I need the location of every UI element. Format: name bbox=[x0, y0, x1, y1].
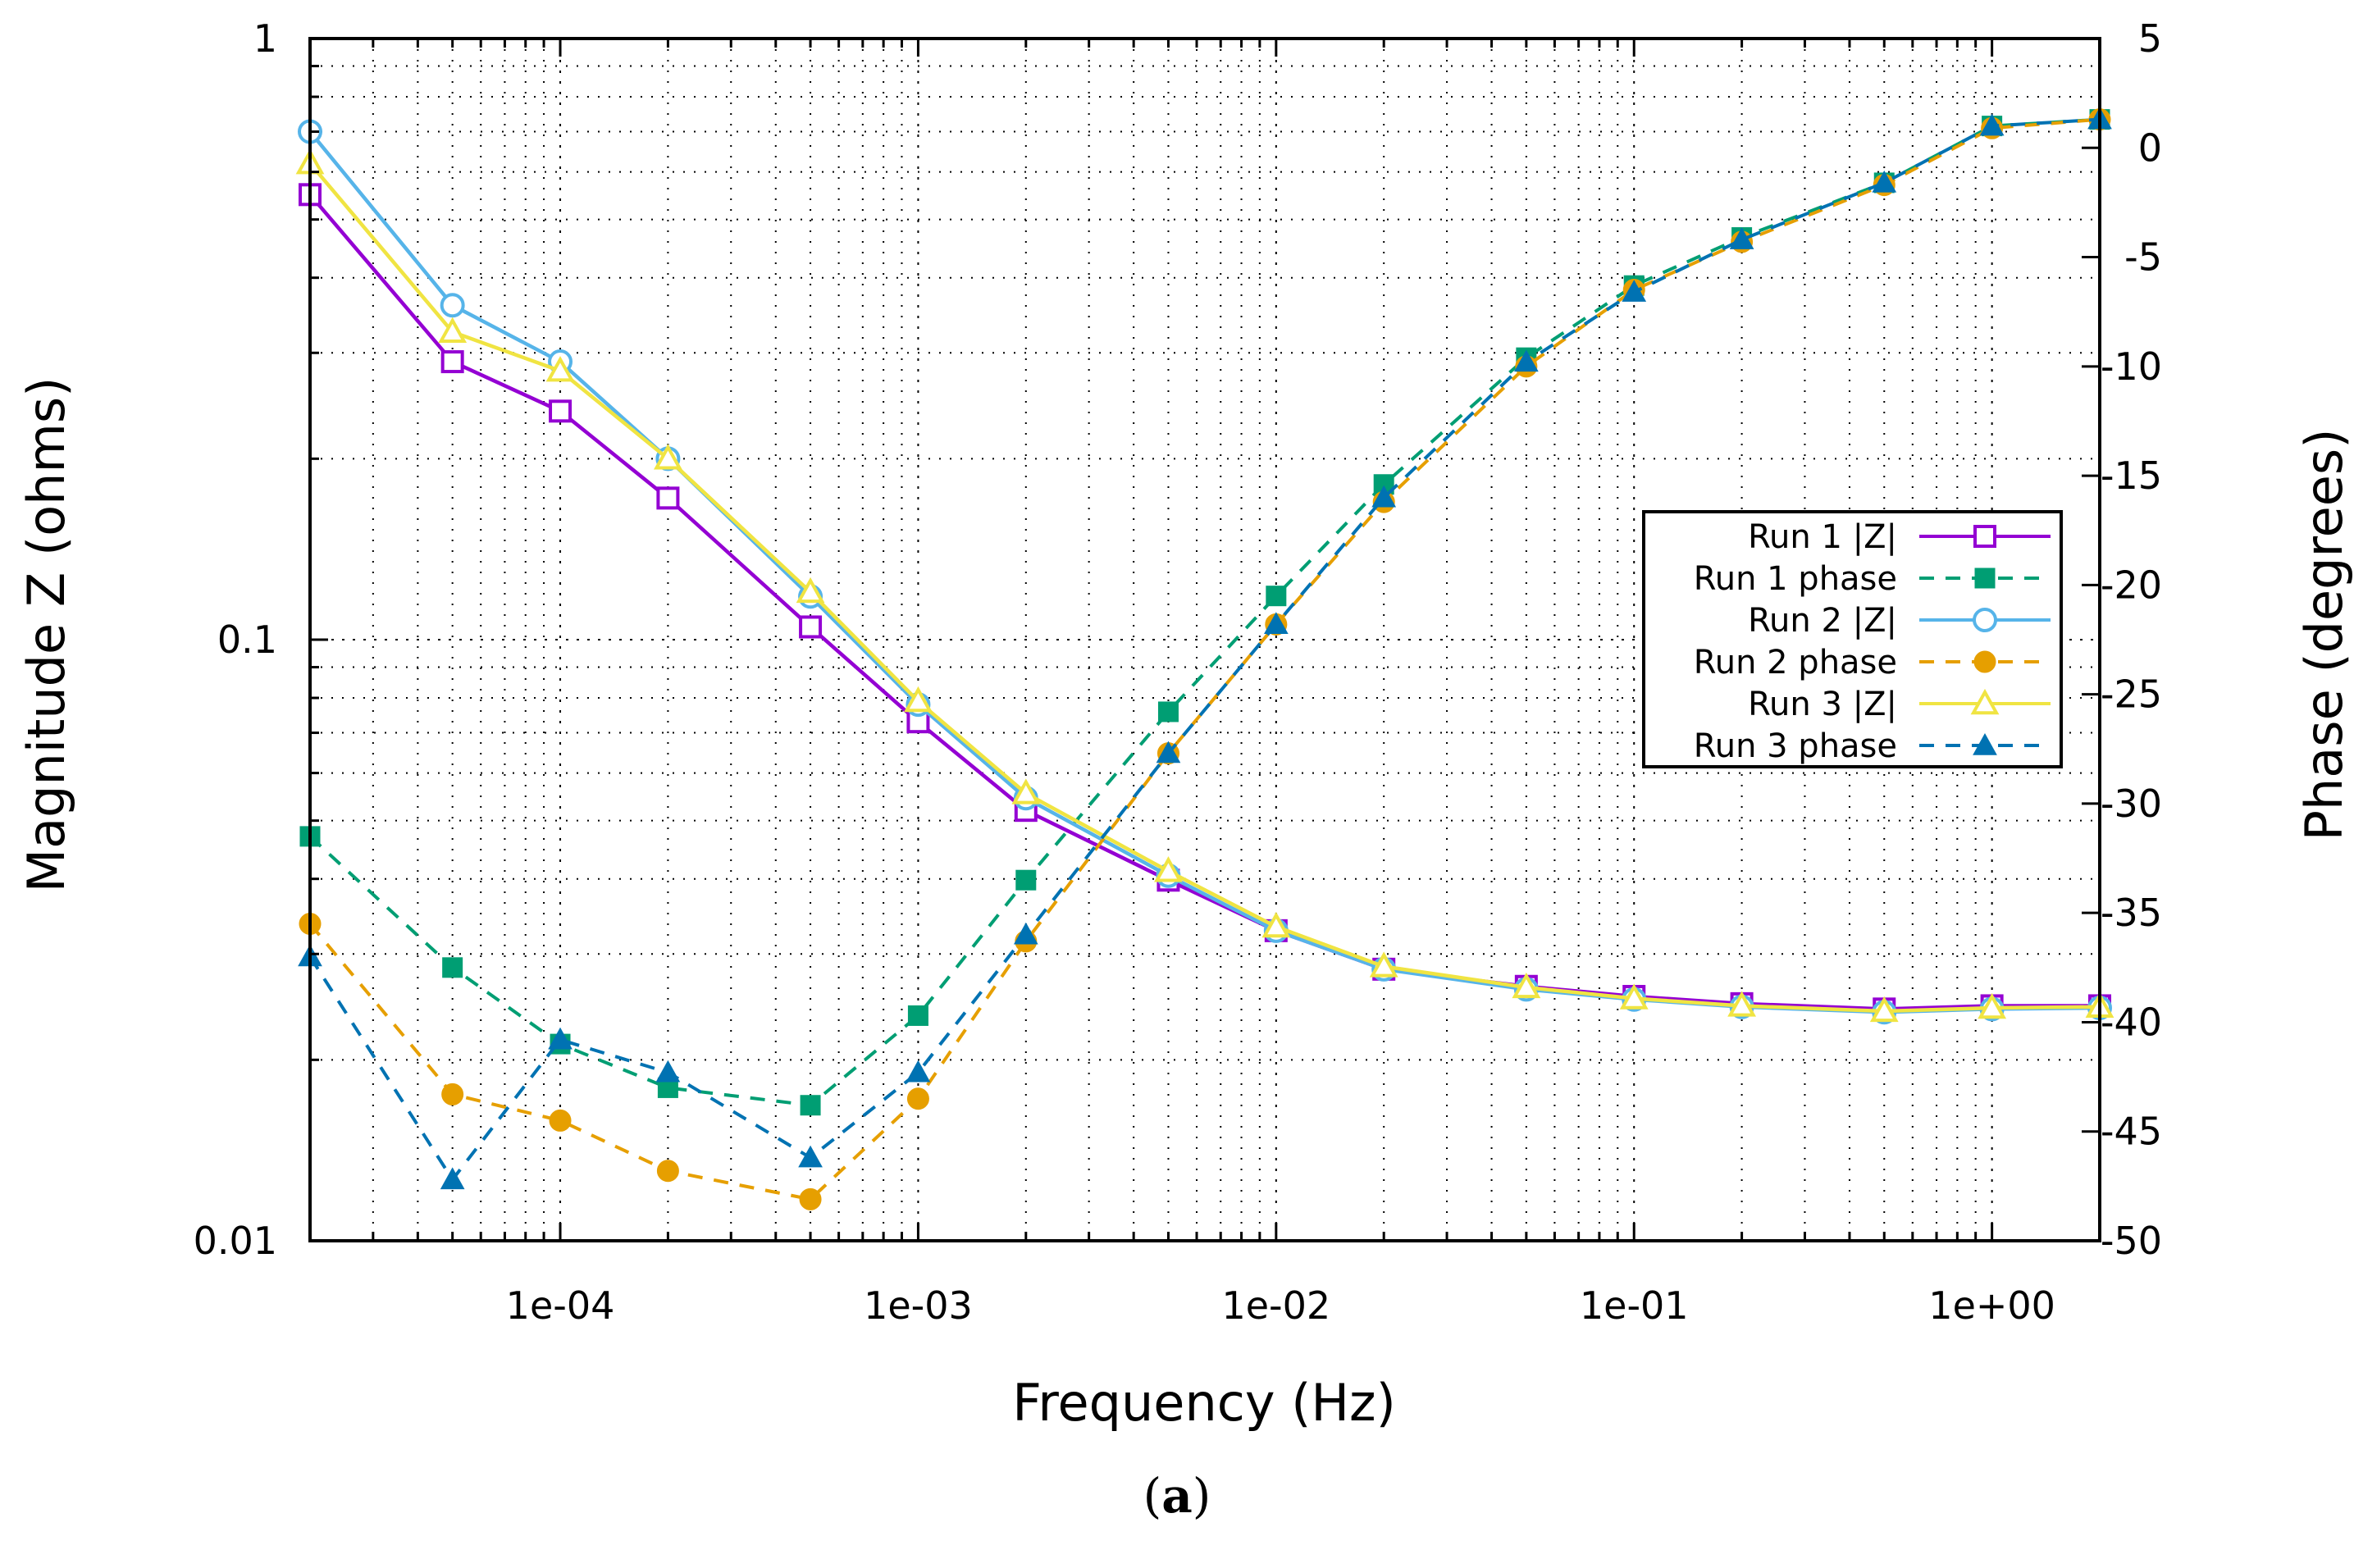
series-line bbox=[308, 162, 2101, 1014]
data-point bbox=[1512, 972, 1541, 999]
y2-tick-label: 0 bbox=[2138, 125, 2162, 170]
data-point bbox=[799, 1187, 822, 1210]
y2-tick-label: -45 bbox=[2101, 1110, 2162, 1154]
data-point bbox=[907, 1005, 928, 1026]
y2-tick-label: -5 bbox=[2124, 235, 2162, 280]
data-point bbox=[1727, 991, 1756, 1017]
data-point bbox=[1011, 778, 1041, 805]
y2-tick-label: -20 bbox=[2101, 563, 2162, 607]
legend-label: Run 1 phase bbox=[1694, 560, 1897, 598]
legend-label: Run 3 |Z| bbox=[1748, 686, 1897, 723]
data-point bbox=[1013, 922, 1038, 945]
x-tick-label: 1e-03 bbox=[864, 1283, 973, 1328]
y2-axis-label: Phase (degrees) bbox=[2294, 429, 2354, 841]
data-point bbox=[1979, 113, 2005, 136]
series-line bbox=[308, 117, 2101, 1182]
data-point bbox=[1514, 349, 1539, 372]
x-axis-label: Frequency (Hz) bbox=[1012, 1373, 1396, 1433]
data-point bbox=[1015, 869, 1037, 891]
legend-swatch-marker bbox=[1970, 688, 2000, 715]
data-point bbox=[440, 350, 464, 374]
legend-label: Run 2 |Z| bbox=[1748, 602, 1897, 640]
legend-label: Run 1 |Z| bbox=[1748, 518, 1897, 556]
data-point bbox=[1263, 612, 1289, 635]
labels-layer: 1e-04 1e-03 1e-02 1e-01 1e+00 0.01 0.1 1 5 0 -5 -10… bbox=[194, 16, 2162, 1328]
data-point bbox=[904, 686, 933, 713]
data-point bbox=[545, 356, 575, 382]
data-point bbox=[549, 1109, 572, 1132]
data-point bbox=[656, 1160, 679, 1183]
y-tick-label: 0.1 bbox=[217, 618, 277, 662]
data-point bbox=[1622, 280, 1647, 302]
data-point bbox=[1371, 485, 1397, 508]
data-point bbox=[438, 317, 468, 343]
data-point bbox=[906, 1087, 929, 1110]
data-point bbox=[1157, 701, 1179, 722]
y2-tick-label: -25 bbox=[2101, 672, 2162, 717]
data-point bbox=[1978, 992, 2007, 1019]
legend-swatch-marker bbox=[1973, 608, 1997, 632]
figure-caption: (a) bbox=[1143, 1468, 1211, 1524]
data-point bbox=[654, 444, 682, 470]
legend-box bbox=[1642, 510, 2063, 768]
series-line bbox=[308, 117, 2101, 1201]
y2-tick-label: -50 bbox=[2101, 1219, 2162, 1263]
data-point bbox=[1156, 741, 1181, 763]
data-point bbox=[549, 399, 573, 423]
data-point bbox=[1261, 911, 1291, 938]
series-line bbox=[308, 117, 2101, 1107]
series-6 bbox=[298, 107, 2112, 1190]
y2-tick-label: -35 bbox=[2101, 891, 2162, 935]
legend: Run 1 |Z| Run 1 phase Run 2 |Z| Run 2 phase… bbox=[1642, 510, 2063, 768]
legend-swatch-marker bbox=[1974, 567, 1996, 589]
legend-swatch-marker bbox=[1973, 525, 1996, 548]
x-tick-label: 1e+00 bbox=[1928, 1283, 2055, 1328]
legend-swatch-marker bbox=[1973, 650, 1996, 673]
data-point bbox=[798, 1145, 823, 1168]
series-layer bbox=[295, 107, 2114, 1210]
data-point bbox=[1729, 227, 1754, 249]
data-point bbox=[1869, 996, 1899, 1023]
data-point bbox=[440, 1167, 465, 1190]
series-line bbox=[308, 193, 2100, 1011]
ticks-layer bbox=[308, 37, 2101, 1242]
data-point bbox=[796, 577, 825, 604]
y-tick-label: 0.01 bbox=[194, 1219, 277, 1263]
caption-label: a bbox=[1161, 1468, 1193, 1524]
y2-tick-label: -15 bbox=[2101, 454, 2162, 498]
y2-tick-label: -30 bbox=[2101, 782, 2162, 826]
data-point bbox=[906, 1060, 931, 1083]
y-tick-label: 1 bbox=[253, 16, 277, 61]
x-tick-label: 1e-02 bbox=[1221, 1283, 1330, 1328]
series-5 bbox=[295, 148, 2114, 1023]
data-point bbox=[442, 957, 463, 978]
data-point bbox=[799, 615, 823, 639]
data-point bbox=[655, 1060, 681, 1083]
data-point bbox=[1872, 170, 1897, 193]
legend-swatch-marker bbox=[1973, 732, 1997, 755]
y2-tick-label: -10 bbox=[2101, 344, 2162, 389]
y2-tick-label: -40 bbox=[2101, 1000, 2162, 1044]
y2-tick-label: 5 bbox=[2138, 16, 2162, 61]
data-point bbox=[1619, 983, 1649, 1010]
legend-label: Run 3 phase bbox=[1694, 727, 1897, 765]
data-point bbox=[548, 1027, 573, 1050]
data-point bbox=[656, 486, 680, 510]
data-point bbox=[1154, 856, 1183, 882]
data-point bbox=[1266, 586, 1287, 607]
data-point bbox=[800, 1095, 821, 1116]
legend-label: Run 2 phase bbox=[1694, 644, 1897, 681]
data-point bbox=[440, 293, 465, 318]
data-point bbox=[1369, 951, 1398, 978]
x-tick-label: 1e-01 bbox=[1580, 1283, 1689, 1328]
y-axis-label: Magnitude Z (ohms) bbox=[16, 377, 76, 893]
data-point bbox=[441, 1083, 464, 1105]
x-tick-label: 1e-04 bbox=[506, 1283, 615, 1328]
